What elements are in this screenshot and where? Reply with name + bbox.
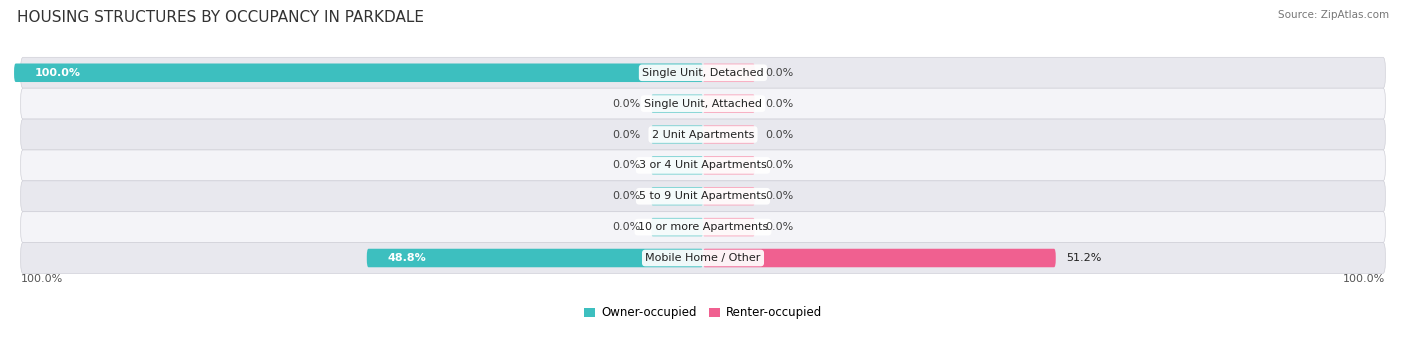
FancyBboxPatch shape [21, 88, 1385, 119]
Text: HOUSING STRUCTURES BY OCCUPANCY IN PARKDALE: HOUSING STRUCTURES BY OCCUPANCY IN PARKD… [17, 10, 423, 25]
Text: 51.2%: 51.2% [1066, 253, 1101, 263]
Text: 0.0%: 0.0% [613, 222, 641, 232]
Text: Source: ZipAtlas.com: Source: ZipAtlas.com [1278, 10, 1389, 20]
FancyBboxPatch shape [21, 57, 1385, 88]
FancyBboxPatch shape [651, 156, 703, 175]
FancyBboxPatch shape [367, 249, 703, 267]
Text: 100.0%: 100.0% [21, 274, 63, 284]
Text: 0.0%: 0.0% [765, 99, 793, 109]
FancyBboxPatch shape [703, 125, 755, 144]
FancyBboxPatch shape [703, 94, 755, 113]
FancyBboxPatch shape [21, 150, 1385, 181]
Text: 2 Unit Apartments: 2 Unit Apartments [652, 130, 754, 139]
FancyBboxPatch shape [21, 242, 1385, 273]
Text: 0.0%: 0.0% [765, 160, 793, 170]
FancyBboxPatch shape [703, 218, 755, 236]
Text: Mobile Home / Other: Mobile Home / Other [645, 253, 761, 263]
FancyBboxPatch shape [651, 218, 703, 236]
Text: Single Unit, Detached: Single Unit, Detached [643, 68, 763, 78]
Legend: Owner-occupied, Renter-occupied: Owner-occupied, Renter-occupied [579, 301, 827, 324]
FancyBboxPatch shape [21, 212, 1385, 242]
FancyBboxPatch shape [703, 187, 755, 206]
FancyBboxPatch shape [14, 63, 703, 82]
Text: 0.0%: 0.0% [765, 130, 793, 139]
Text: 0.0%: 0.0% [765, 68, 793, 78]
FancyBboxPatch shape [651, 187, 703, 206]
FancyBboxPatch shape [703, 156, 755, 175]
Text: 0.0%: 0.0% [765, 222, 793, 232]
Text: 3 or 4 Unit Apartments: 3 or 4 Unit Apartments [640, 160, 766, 170]
FancyBboxPatch shape [703, 249, 1056, 267]
FancyBboxPatch shape [703, 63, 755, 82]
Text: 10 or more Apartments: 10 or more Apartments [638, 222, 768, 232]
Text: 0.0%: 0.0% [613, 130, 641, 139]
Text: 0.0%: 0.0% [613, 160, 641, 170]
FancyBboxPatch shape [651, 94, 703, 113]
Text: 0.0%: 0.0% [613, 191, 641, 201]
Text: 5 to 9 Unit Apartments: 5 to 9 Unit Apartments [640, 191, 766, 201]
FancyBboxPatch shape [21, 119, 1385, 150]
Text: 100.0%: 100.0% [35, 68, 80, 78]
Text: 0.0%: 0.0% [765, 191, 793, 201]
Text: 100.0%: 100.0% [1343, 274, 1385, 284]
Text: 0.0%: 0.0% [613, 99, 641, 109]
FancyBboxPatch shape [651, 125, 703, 144]
Text: Single Unit, Attached: Single Unit, Attached [644, 99, 762, 109]
Text: 48.8%: 48.8% [388, 253, 426, 263]
FancyBboxPatch shape [21, 181, 1385, 212]
